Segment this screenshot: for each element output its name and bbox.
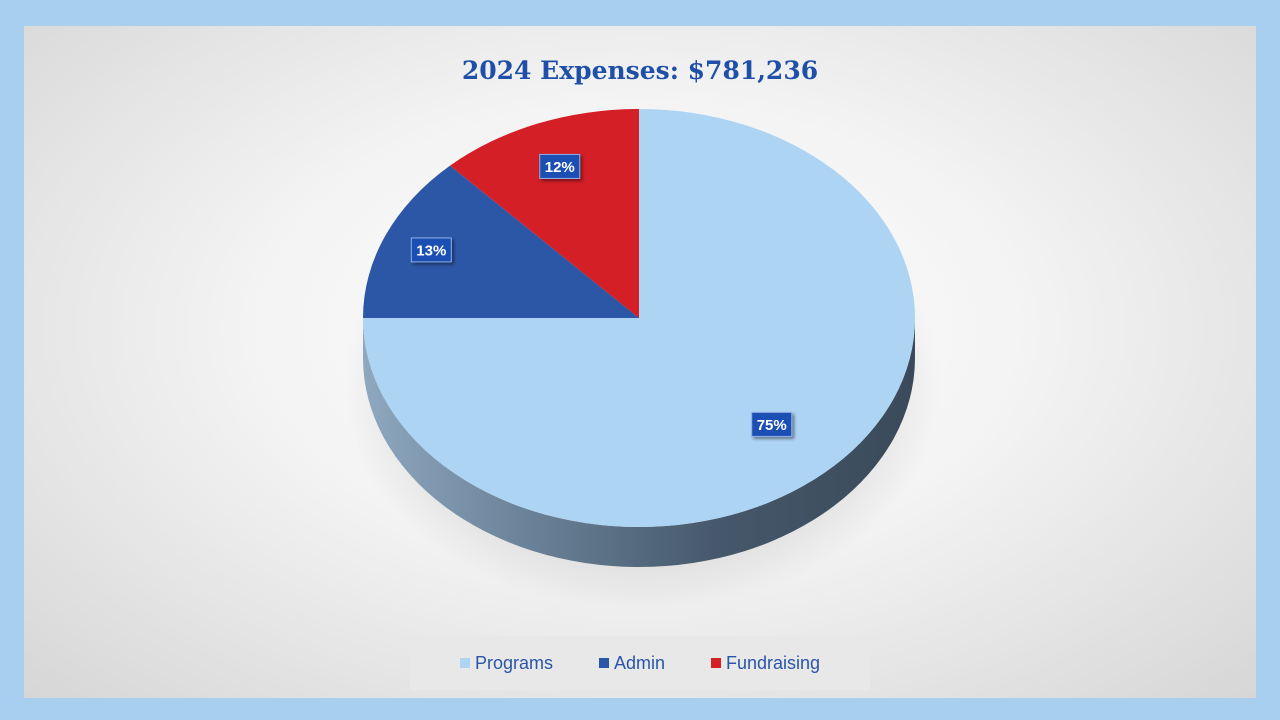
chart-title: 2024 Expenses: $781,236 (461, 56, 819, 85)
legend-item-programs: Programs (459, 652, 553, 674)
data-label-box (751, 411, 793, 437)
pie-labels: 75% 13% 12% (410, 153, 793, 437)
data-label-box (539, 153, 581, 179)
legend: Programs Admin Fundraising (410, 636, 870, 690)
pie-side-wall (363, 318, 915, 567)
data-label-text: 12% (545, 159, 575, 176)
data-label-text: 75% (757, 417, 787, 434)
legend-swatch (711, 658, 721, 668)
chart-area: 2024 Expenses: $781,236 75% 13% 12% Progra… (24, 26, 1256, 698)
legend-swatch (459, 658, 470, 668)
pie-slice-fundraising (450, 109, 639, 318)
legend-swatch (598, 658, 609, 668)
data-label-text: 13% (416, 242, 446, 259)
legend-item-fundraising: Fundraising (711, 653, 820, 674)
data-label-programs: 75% (751, 411, 793, 437)
pie-slice-admin (363, 165, 639, 318)
legend-label: Programs (474, 652, 553, 673)
legend-label: Fundraising (726, 652, 821, 673)
data-label-admin: 13% (410, 237, 452, 263)
pie-slices (363, 109, 915, 527)
pie-side (363, 318, 915, 567)
data-label-fundraising: 12% (539, 153, 581, 179)
data-label-box (410, 237, 452, 263)
pie-chart: 75% 13% 12% (342, 109, 942, 611)
legend-label: Admin (613, 652, 665, 673)
legend-item-admin: Admin (598, 652, 665, 674)
